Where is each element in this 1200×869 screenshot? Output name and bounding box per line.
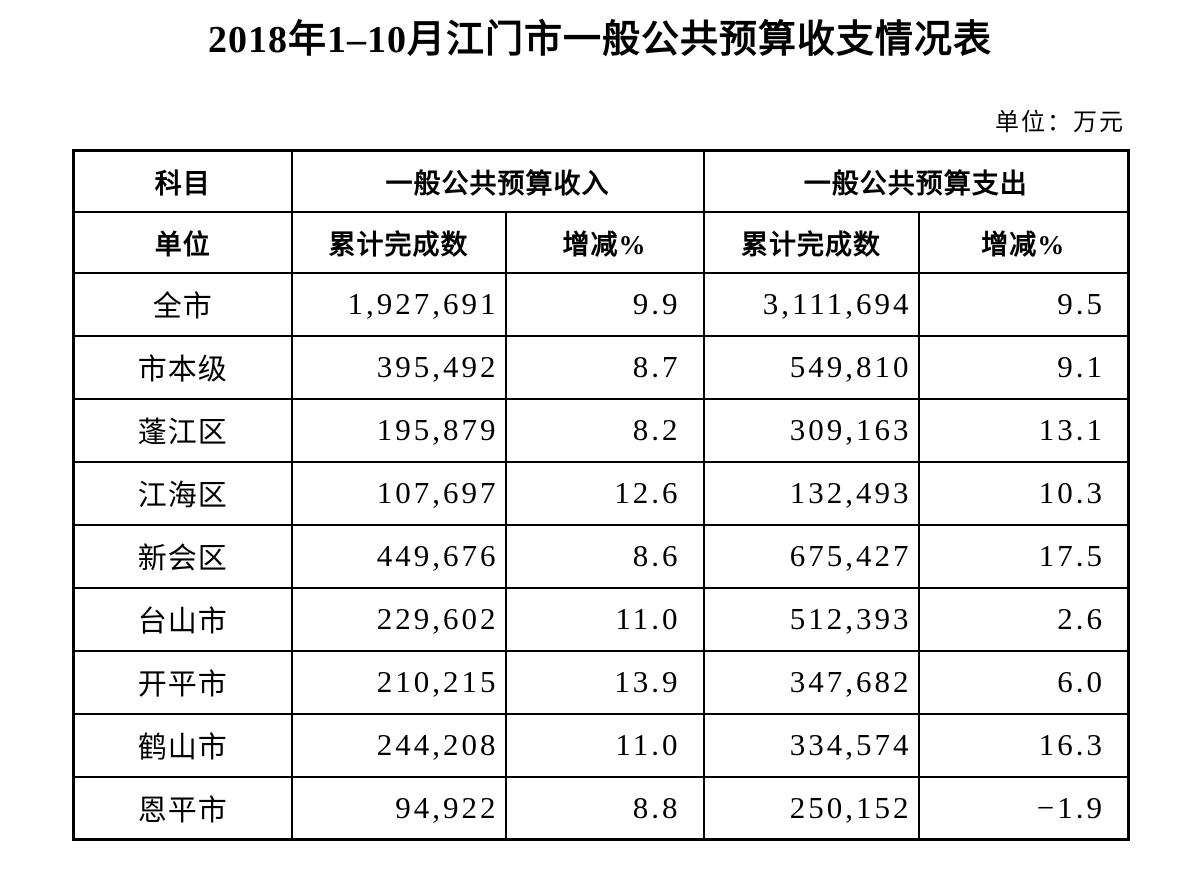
header-row-columns: 单位 累计完成数 增减% 累计完成数 增减% — [72, 210, 1130, 274]
expenditure-change-value: 16.3 — [917, 712, 1130, 778]
revenue-value: 94,922 — [290, 775, 507, 841]
header-revenue-cumulative: 累计完成数 — [290, 210, 507, 274]
table-row: 鹤山市 244,208 11.0 334,574 16.3 — [72, 712, 1130, 778]
region-name: 江海区 — [72, 460, 293, 526]
revenue-change-value: 12.6 — [504, 460, 705, 526]
revenue-value: 449,676 — [290, 523, 507, 589]
header-unit: 单位 — [72, 210, 293, 274]
expenditure-value: 250,152 — [702, 775, 920, 841]
revenue-value: 210,215 — [290, 649, 507, 715]
header-row-groups: 科目 一般公共预算收入 一般公共预算支出 — [72, 149, 1130, 213]
header-expenditure-change: 增减% — [917, 210, 1130, 274]
region-name: 鹤山市 — [72, 712, 293, 778]
table-row: 全市 1,927,691 9.9 3,111,694 9.5 — [72, 271, 1130, 337]
region-name: 开平市 — [72, 649, 293, 715]
header-revenue-change: 增减% — [504, 210, 705, 274]
table-row: 新会区 449,676 8.6 675,427 17.5 — [72, 523, 1130, 589]
expenditure-change-value: 9.1 — [917, 334, 1130, 400]
expenditure-value: 512,393 — [702, 586, 920, 652]
revenue-value: 1,927,691 — [290, 271, 507, 337]
expenditure-value: 675,427 — [702, 523, 920, 589]
table-row: 市本级 395,492 8.7 549,810 9.1 — [72, 334, 1130, 400]
region-name: 全市 — [72, 271, 293, 337]
expenditure-value: 3,111,694 — [702, 271, 920, 337]
expenditure-change-value: −1.9 — [917, 775, 1130, 841]
revenue-change-value: 8.8 — [504, 775, 705, 841]
expenditure-change-value: 9.5 — [917, 271, 1130, 337]
region-name: 新会区 — [72, 523, 293, 589]
table-row: 江海区 107,697 12.6 132,493 10.3 — [72, 460, 1130, 526]
revenue-change-value: 13.9 — [504, 649, 705, 715]
budget-table: 科目 一般公共预算收入 一般公共预算支出 单位 累计完成数 增减% 累计完成数 … — [72, 149, 1130, 841]
expenditure-change-value: 17.5 — [917, 523, 1130, 589]
header-expenditure-group: 一般公共预算支出 — [702, 149, 1130, 213]
header-expenditure-cumulative: 累计完成数 — [702, 210, 920, 274]
expenditure-change-value: 10.3 — [917, 460, 1130, 526]
expenditure-change-value: 6.0 — [917, 649, 1130, 715]
region-name: 蓬江区 — [72, 397, 293, 463]
expenditure-value: 549,810 — [702, 334, 920, 400]
header-subject: 科目 — [72, 149, 293, 213]
region-name: 市本级 — [72, 334, 293, 400]
expenditure-value: 132,493 — [702, 460, 920, 526]
unit-note: 单位：万元 — [995, 110, 1125, 136]
expenditure-change-value: 13.1 — [917, 397, 1130, 463]
table-row: 恩平市 94,922 8.8 250,152 −1.9 — [72, 775, 1130, 841]
revenue-value: 107,697 — [290, 460, 507, 526]
region-name: 恩平市 — [72, 775, 293, 841]
table-row: 台山市 229,602 11.0 512,393 2.6 — [72, 586, 1130, 652]
expenditure-change-value: 2.6 — [917, 586, 1130, 652]
table-row: 开平市 210,215 13.9 347,682 6.0 — [72, 649, 1130, 715]
revenue-change-value: 11.0 — [504, 712, 705, 778]
region-name: 台山市 — [72, 586, 293, 652]
revenue-value: 229,602 — [290, 586, 507, 652]
revenue-change-value: 8.7 — [504, 334, 705, 400]
expenditure-value: 347,682 — [702, 649, 920, 715]
table-row: 蓬江区 195,879 8.2 309,163 13.1 — [72, 397, 1130, 463]
revenue-change-value: 8.6 — [504, 523, 705, 589]
expenditure-value: 309,163 — [702, 397, 920, 463]
revenue-value: 244,208 — [290, 712, 507, 778]
header-revenue-group: 一般公共预算收入 — [290, 149, 705, 213]
revenue-change-value: 9.9 — [504, 271, 705, 337]
revenue-change-value: 8.2 — [504, 397, 705, 463]
revenue-change-value: 11.0 — [504, 586, 705, 652]
expenditure-value: 334,574 — [702, 712, 920, 778]
revenue-value: 195,879 — [290, 397, 507, 463]
revenue-value: 395,492 — [290, 334, 507, 400]
page-title: 2018年1–10月江门市一般公共预算收支情况表 — [207, 19, 992, 61]
